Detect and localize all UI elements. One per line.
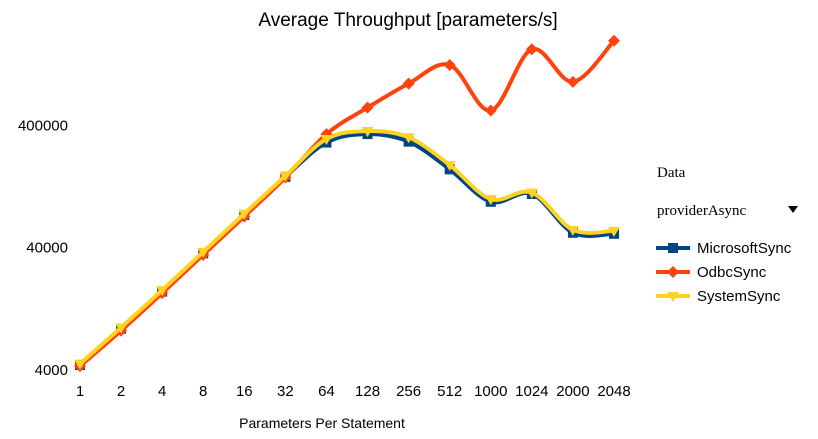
x-tick-label: 32 xyxy=(277,383,294,400)
x-tick-label: 1024 xyxy=(515,383,548,400)
x-tick-label: 8 xyxy=(199,383,207,400)
legend-item: OdbcSync xyxy=(656,264,767,281)
chart-title: Average Throughput [parameters/s] xyxy=(258,10,557,31)
data-point xyxy=(443,58,456,71)
x-tick-label: 1 xyxy=(76,383,84,400)
data-point xyxy=(566,225,579,236)
x-tick-label: 2048 xyxy=(597,383,630,400)
x-tick-label: 128 xyxy=(355,383,380,400)
data-point xyxy=(320,134,333,145)
series-line xyxy=(78,38,616,369)
x-tick-label: 2 xyxy=(117,383,125,400)
data-point xyxy=(566,75,579,88)
data-point xyxy=(361,101,374,114)
legend: MicrosoftSync OdbcSync SystemSync xyxy=(656,240,792,305)
legend-item: MicrosoftSync xyxy=(656,240,792,257)
data-point xyxy=(361,127,374,138)
data-point xyxy=(197,247,210,258)
data-point xyxy=(525,43,538,56)
data-point xyxy=(608,34,620,47)
filter-dropdown[interactable]: providerAsync xyxy=(657,203,798,219)
data-point xyxy=(238,209,251,220)
legend-label: MicrosoftSync xyxy=(697,240,792,257)
series-systemsync xyxy=(74,127,620,370)
series-microsoftsync xyxy=(75,129,619,370)
x-axis-ticks: 1 2 4 8 16 32 64 128 256 512 1000 1024 2000 2048 xyxy=(76,383,631,400)
y-axis-ticks: 4000 40000 400000 xyxy=(18,117,68,379)
x-tick-label: 256 xyxy=(396,383,421,400)
data-point xyxy=(484,104,497,117)
y-tick-label: 4000 xyxy=(35,362,68,379)
data-point xyxy=(443,160,456,171)
y-tick-label: 40000 xyxy=(26,240,68,257)
filter-label: Data xyxy=(657,165,686,181)
data-point xyxy=(608,226,620,237)
triangle-down-icon[interactable] xyxy=(788,206,798,213)
x-tick-label: 4 xyxy=(158,383,166,400)
legend-marker xyxy=(667,266,679,278)
series-line xyxy=(78,129,616,366)
x-tick-label: 1000 xyxy=(474,383,507,400)
x-tick-label: 64 xyxy=(318,383,335,400)
x-tick-label: 2000 xyxy=(556,383,589,400)
data-point xyxy=(402,133,415,144)
data-point xyxy=(484,195,497,206)
series-odbcsync xyxy=(74,34,620,373)
series-layer xyxy=(74,34,620,373)
data-point xyxy=(402,77,415,90)
x-axis-label: Parameters Per Statement xyxy=(239,415,405,431)
filter-value[interactable]: providerAsync xyxy=(657,203,746,219)
data-point xyxy=(279,171,292,182)
x-tick-label: 16 xyxy=(236,383,253,400)
legend-item: SystemSync xyxy=(656,288,781,305)
legend-marker xyxy=(667,292,679,302)
data-point xyxy=(525,188,538,199)
data-point xyxy=(115,323,128,334)
x-tick-label: 512 xyxy=(437,383,462,400)
legend-label: SystemSync xyxy=(697,288,781,305)
y-tick-label: 400000 xyxy=(18,117,68,134)
data-point xyxy=(156,286,169,297)
data-point xyxy=(74,359,86,370)
legend-label: OdbcSync xyxy=(697,264,767,281)
legend-marker xyxy=(668,243,678,253)
series-line xyxy=(78,132,616,367)
